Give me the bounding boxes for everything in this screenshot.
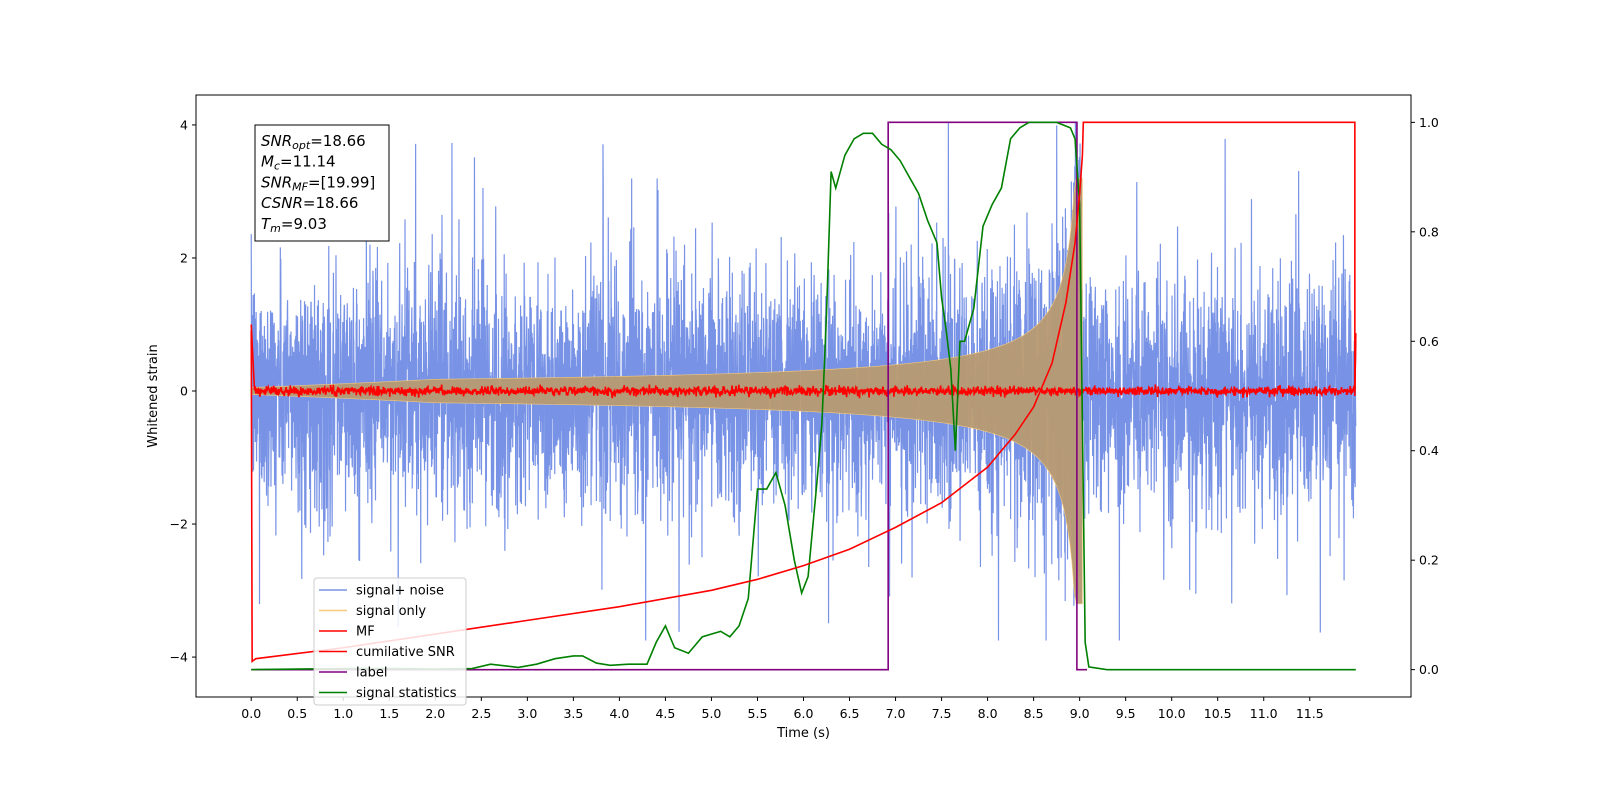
legend: signal+ noise signal only MF cumilative SNR… xyxy=(313,577,467,706)
annotation-line-snr-mf: SNRMF=[19.99] xyxy=(261,173,375,193)
legend-frame xyxy=(313,577,467,706)
y-tick-label-right: 0.8 xyxy=(1419,224,1439,239)
x-tick-label: 7.0 xyxy=(886,706,906,721)
annotation-line-snr-opt: SNRopt=18.66 xyxy=(261,132,366,152)
x-tick-label: 10.5 xyxy=(1204,706,1232,721)
x-tick-label: 10.0 xyxy=(1158,706,1186,721)
legend-entry: MF xyxy=(356,625,375,640)
series-signal-statistics xyxy=(251,121,1356,671)
y-tick-label-right: 0.4 xyxy=(1419,443,1439,458)
y-tick-label-left: −4 xyxy=(170,650,188,665)
x-tick-label: 1.5 xyxy=(379,706,399,721)
x-tick-label: 11.0 xyxy=(1250,706,1278,721)
x-tick-label: 9.0 xyxy=(1070,706,1090,721)
y-axis-label-left: Whitened strain xyxy=(146,344,161,447)
y-tick-label-right: 1.0 xyxy=(1419,115,1439,130)
legend-entry: cumilative SNR xyxy=(356,645,455,660)
annotation-frame xyxy=(254,124,390,242)
x-tick-label: 4.5 xyxy=(655,706,675,721)
x-tick-label: 6.0 xyxy=(794,706,814,721)
annotation-line-csnr: CSNR=18.66 xyxy=(261,194,358,212)
y-tick-label-left: 0 xyxy=(180,384,188,399)
series-label xyxy=(251,121,1087,671)
legend-entry: signal statistics xyxy=(356,686,457,701)
x-tick-label: 5.0 xyxy=(702,706,722,721)
x-tick-label: 8.5 xyxy=(1024,706,1044,721)
annotation-box: SNRopt=18.66Mc=11.14SNRMF=[19.99]CSNR=18… xyxy=(254,124,390,242)
x-tick-label: 2.0 xyxy=(425,706,445,721)
legend-entry: label xyxy=(356,666,387,681)
x-tick-label: 7.5 xyxy=(932,706,952,721)
x-tick-label: 4.0 xyxy=(609,706,629,721)
legend-entry: signal only xyxy=(356,604,426,619)
y-tick-label-left: −2 xyxy=(170,517,188,532)
y-tick-label-right: 0.0 xyxy=(1419,662,1439,677)
axes: 0.0 0.5 1.0 1.5 2.0 2.5 3.0 3.5 4.0 4.5 5.0 5.5 6.0 6… xyxy=(170,115,1439,721)
x-tick-label: 3.5 xyxy=(563,706,583,721)
y-tick-label-right: 0.2 xyxy=(1419,553,1439,568)
x-tick-label: 6.5 xyxy=(840,706,860,721)
series-mf xyxy=(250,324,1357,399)
x-tick-label: 2.5 xyxy=(471,706,491,721)
annotation-line-mc: Mc=11.14 xyxy=(261,153,336,173)
y-tick-label-left: 4 xyxy=(180,117,188,132)
x-tick-label: 9.5 xyxy=(1116,706,1136,721)
legend-entry: signal+ noise xyxy=(356,584,444,599)
x-tick-label: 1.0 xyxy=(333,706,353,721)
x-tick-label: 5.5 xyxy=(748,706,768,721)
x-tick-label: 0.5 xyxy=(287,706,307,721)
x-tick-label: 11.5 xyxy=(1296,706,1324,721)
y-tick-label-right: 0.6 xyxy=(1419,334,1439,349)
x-tick-label: 3.0 xyxy=(517,706,537,721)
x-tick-label: 8.0 xyxy=(978,706,998,721)
x-tick-label: 0.0 xyxy=(241,706,261,721)
series-signal-noise xyxy=(250,121,1357,641)
annotation-line-tm: Tm=9.03 xyxy=(261,215,327,235)
x-axis-label: Time (s) xyxy=(776,726,830,741)
y-tick-label-left: 2 xyxy=(180,250,188,265)
